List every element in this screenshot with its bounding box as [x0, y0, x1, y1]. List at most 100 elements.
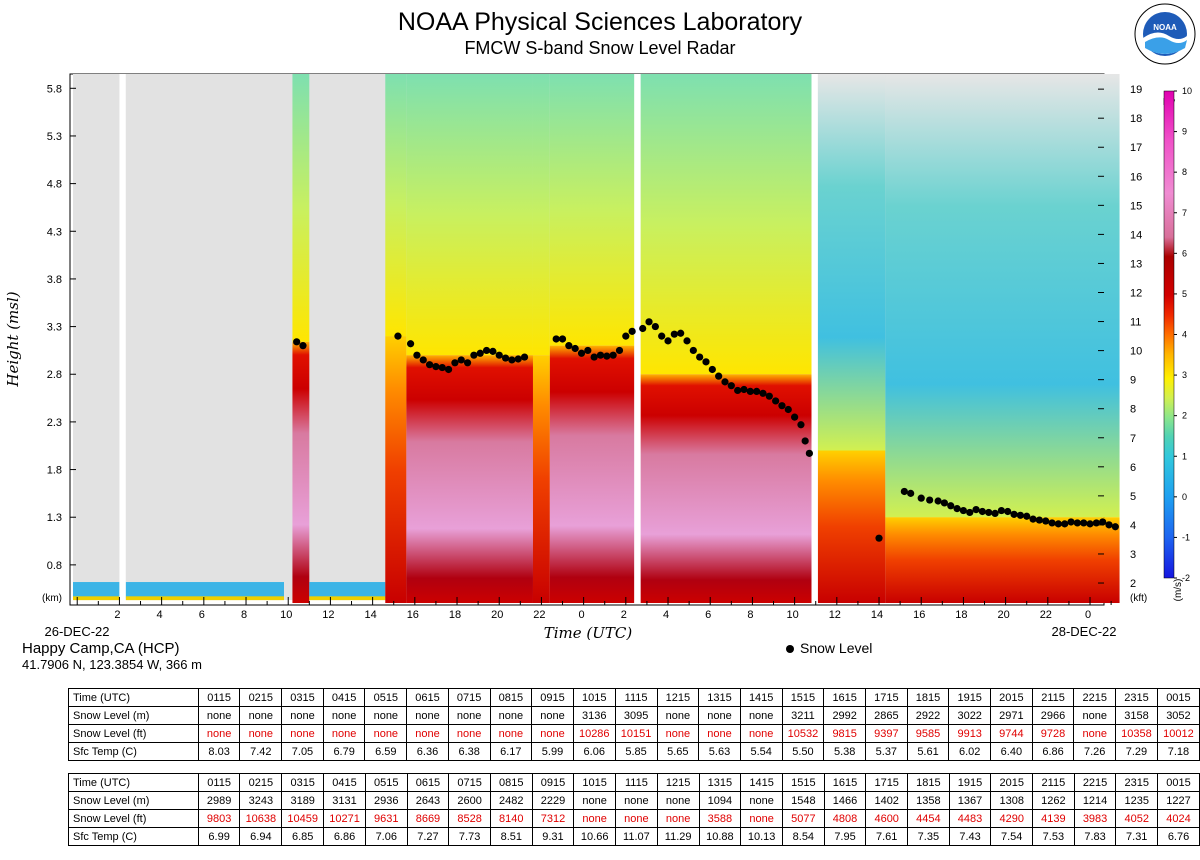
table-cell: 9913	[948, 724, 992, 743]
y-tick-label-kft: 6	[1130, 462, 1136, 474]
snow-level-point	[1042, 517, 1050, 525]
y-tick-label-km: 5.8	[47, 83, 62, 95]
snow-level-point	[651, 322, 659, 331]
snow-level-point	[778, 402, 786, 410]
table-cell: 5.63	[698, 742, 741, 761]
table-cell: 4454	[907, 809, 950, 828]
reflectivity-segment	[73, 596, 120, 601]
snow-level-point	[438, 363, 446, 372]
table-cell: none	[740, 809, 784, 828]
table-cell: 0915	[531, 773, 575, 792]
y-unit-km-label: (km)	[42, 593, 62, 604]
colorbar-tick-label: 6	[1182, 248, 1187, 258]
table-row: Sfc Temp (C) 6.99 6.94 6.85 6.86 7.06 7.27 7.73…	[68, 827, 1200, 846]
table-cell: none	[739, 706, 783, 725]
snow-level-point	[1016, 511, 1024, 519]
snow-level-point	[947, 502, 955, 510]
station-name: Happy Camp,CA (HCP)	[22, 640, 180, 657]
table-cell: 1466	[823, 791, 867, 810]
colorbar-tick-label: 5	[1182, 289, 1187, 299]
table-cell: 2600	[448, 791, 491, 810]
snow-level-point	[615, 346, 624, 355]
snow-level-point	[985, 508, 993, 517]
table-cell: 4600	[865, 809, 909, 828]
table-cell: none	[531, 706, 574, 725]
precip-above-melt-layer	[640, 74, 812, 375]
table-cell: none	[573, 809, 617, 828]
table-cell: 1015	[572, 688, 616, 707]
table-cell: 2015	[990, 773, 1034, 792]
table-cell: 1915	[948, 688, 992, 707]
y-tick-label-kft: 12	[1130, 288, 1142, 300]
table-cell: 0015	[1157, 773, 1200, 792]
snow-level-point	[734, 386, 742, 395]
table-cell: 3158	[1115, 706, 1158, 725]
snow-level-point	[558, 335, 567, 343]
table-cell: none	[656, 791, 700, 810]
colorbar-tick-label: -1	[1182, 532, 1190, 542]
snow-level-point	[740, 385, 748, 394]
noaa-logo: NOAA	[1134, 3, 1196, 65]
row-label: Snow Level (ft)	[68, 724, 199, 743]
snow-level-point	[628, 327, 636, 335]
snow-level-point	[1067, 518, 1075, 526]
table-cell: 0115	[197, 773, 241, 792]
table-cell: 1215	[656, 688, 700, 707]
x-axis-title: Time (UTC)	[544, 624, 633, 640]
table-cell: 10.88	[698, 827, 742, 846]
table-cell: 0415	[323, 773, 366, 792]
y-unit-kft-label: (kft)	[1130, 593, 1147, 604]
snow-level-point	[552, 335, 560, 343]
snow-level-point	[1080, 519, 1088, 527]
table-cell: 9.31	[531, 827, 575, 846]
x-tick-label: 2	[114, 609, 120, 621]
table-cell: 4290	[990, 809, 1034, 828]
table-cell: none	[364, 706, 408, 725]
snow-level-point	[991, 509, 999, 518]
y-tick-label-km: 1.3	[47, 512, 62, 524]
colorbar-unit: (m/s)	[1173, 579, 1184, 602]
table-cell: 0515	[364, 773, 408, 792]
table-cell: none	[615, 791, 658, 810]
table-cell: 1515	[781, 688, 825, 707]
x-tick-label: 14	[871, 609, 883, 621]
snow-level-point	[508, 356, 516, 364]
precip-above-melt-layer	[406, 74, 533, 356]
table-cell: none	[698, 706, 741, 725]
table-cell: none	[656, 809, 700, 828]
table-cell: 2971	[990, 706, 1033, 725]
table-cell: 6.17	[489, 742, 533, 761]
x-tick-label: 6	[705, 609, 711, 621]
snow-level-point	[495, 351, 503, 359]
colorbar-tick-label: 2	[1182, 411, 1187, 421]
snow-level-point	[746, 387, 754, 395]
snow-level-point	[658, 332, 666, 340]
table-cell: 9631	[364, 809, 408, 828]
x-tick-label: 10	[786, 609, 798, 621]
table-cell: none	[406, 724, 449, 743]
snow-level-point	[1029, 515, 1037, 523]
snow-level-point	[940, 499, 949, 507]
precip-above-melt-layer	[385, 74, 407, 337]
x-tick-label: 4	[157, 609, 163, 621]
table-cell: none	[1073, 724, 1117, 743]
table-cell: 3095	[614, 706, 658, 725]
table-cell: 10.66	[573, 827, 617, 846]
table-cell: 7.42	[239, 742, 283, 761]
table-cell: 1402	[865, 791, 909, 810]
table-cell: 8140	[489, 809, 533, 828]
snow-level-point	[394, 332, 402, 340]
table-cell: 8528	[448, 809, 491, 828]
snow-level-point	[639, 324, 647, 333]
precip-above-melt-layer	[885, 74, 1120, 518]
table-cell: 0615	[406, 688, 449, 707]
table-cell: 2966	[1031, 706, 1075, 725]
table-cell: none	[197, 724, 241, 743]
table-cell: none	[489, 724, 533, 743]
snow-level-point	[1035, 516, 1043, 524]
snow-level-point	[565, 342, 573, 350]
snow-level-point	[907, 489, 915, 497]
table-cell: 0815	[489, 773, 533, 792]
snow-level-point	[584, 346, 592, 355]
table-cell: none	[447, 706, 491, 725]
